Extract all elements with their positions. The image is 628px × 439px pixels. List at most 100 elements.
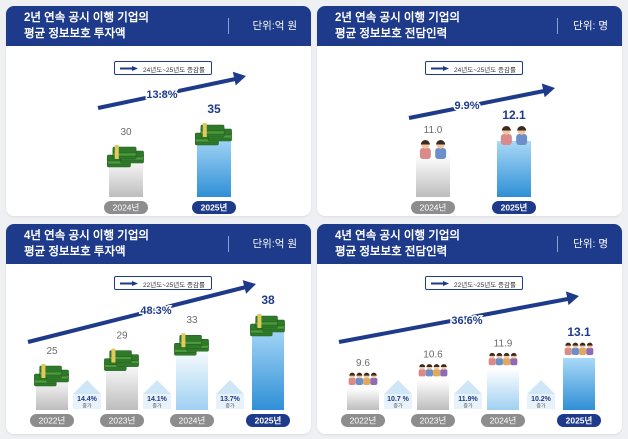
triangle-shape [384, 380, 412, 394]
legend-label: 22년도~25년도 증감률 [454, 282, 516, 289]
year-label: 2025년 [566, 416, 593, 426]
panel-4yr-staff: 4년 연속 공시 이행 기업의 평균 정보보호 전담인력 단위: 명 22년도~… [317, 224, 622, 434]
triangle-shape [527, 380, 555, 394]
yoy-value: 10.7 % [387, 396, 410, 403]
money-icon [250, 314, 285, 337]
money-icon [195, 123, 232, 146]
bar [252, 326, 284, 410]
yoy-increase-marker: 10.7 %증가 [384, 380, 412, 410]
yoy-increase-marker: 10.2%증가 [527, 380, 555, 410]
growth-arrow-line [408, 88, 550, 120]
yoy-box [384, 394, 412, 409]
year-pill [100, 414, 144, 427]
data-label: 35 [207, 102, 221, 116]
people-icon [348, 372, 378, 385]
yoy-box [216, 394, 244, 409]
triangle-shape [216, 380, 244, 394]
data-label: 10.6 [423, 349, 443, 360]
yoy-box [454, 394, 482, 409]
panel-4yr-investment: 4년 연속 공시 이행 기업의 평균 정보보호 투자액 단위:억 원 22년도~… [6, 224, 311, 434]
year-label: 2025년 [501, 203, 528, 213]
unit-label: 단위:억 원 [252, 20, 297, 32]
yoy-label: 증가 [463, 403, 473, 410]
year-label: 2024년 [113, 203, 140, 213]
title-line-2: 평균 정보보호 전담인력 [335, 246, 448, 258]
header-divider [557, 18, 558, 34]
year-pill [170, 414, 214, 427]
title-line-1: 4년 연속 공시 이행 기업의 [24, 230, 149, 242]
title-line-2: 평균 정보보호 전담인력 [335, 28, 448, 40]
year-label: 2023년 [420, 416, 447, 426]
year-label: 2022년 [39, 416, 66, 426]
yoy-label: 증가 [393, 403, 403, 410]
people-icon [419, 140, 447, 159]
panel-title: 4년 연속 공시 이행 기업의 평균 정보보호 전담인력 [335, 228, 535, 260]
year-pill [341, 414, 385, 427]
header-divider [228, 236, 229, 252]
arrow-icon [120, 66, 138, 71]
yoy-box [527, 394, 555, 409]
yoy-value: 11.9% [458, 396, 478, 403]
growth-arrow-line [97, 76, 241, 110]
chart-2yr-investment: 13.8% 30 2024년 35 2025년 [97, 71, 246, 214]
unit-label: 단위:억 원 [252, 238, 297, 250]
data-label: 12.1 [502, 108, 526, 122]
yoy-value: 14.1% [147, 396, 168, 403]
arrow-icon [431, 66, 449, 71]
growth-rate-label: 9.9% [454, 100, 479, 112]
year-label: 2025년 [201, 203, 228, 213]
panel-2yr-staff: 2년 연속 공시 이행 기업의 평균 정보보호 전담인력 단위: 명 24년도~… [317, 6, 622, 216]
arrow-icon [120, 281, 138, 286]
title-line-1: 2년 연속 공시 이행 기업의 [24, 12, 149, 24]
year-pill [246, 414, 290, 427]
legend-label: 22년도~25년도 증감률 [143, 282, 205, 289]
triangle-shape [73, 380, 101, 394]
year-pill [492, 201, 536, 214]
panel-title: 2년 연속 공시 이행 기업의 평균 정보보호 투자액 [24, 10, 224, 42]
bar [197, 135, 231, 197]
year-label: 2024년 [490, 416, 517, 426]
panel-header: 4년 연속 공시 이행 기업의 평균 정보보호 전담인력 단위: 명 [317, 224, 622, 264]
year-label: 2025년 [255, 416, 282, 426]
growth-arrow-line [27, 284, 251, 344]
yoy-increase-marker: 11.9%증가 [454, 380, 482, 410]
triangle-shape [454, 380, 482, 394]
people-icon [500, 126, 528, 145]
arrow-icon [431, 281, 449, 286]
yoy-increase-marker: 14.4%증가 [73, 380, 101, 410]
triangle-shape [143, 380, 171, 394]
panel-header: 4년 연속 공시 이행 기업의 평균 정보보호 투자액 단위:억 원 [6, 224, 311, 264]
panel-title: 4년 연속 공시 이행 기업의 평균 정보보호 투자액 [24, 228, 224, 260]
yoy-box [73, 394, 101, 409]
money-icon [174, 333, 209, 356]
bar [176, 345, 208, 410]
money-icon [34, 364, 69, 387]
growth-arrow-line [338, 296, 574, 344]
data-label: 11.0 [424, 125, 443, 136]
yoy-increase-marker: 14.1%증가 [143, 380, 171, 410]
bar [487, 368, 519, 410]
yoy-value: 10.2% [531, 396, 552, 403]
growth-arrow-head [565, 291, 579, 306]
yoy-label: 증가 [225, 403, 235, 410]
panel-title: 2년 연속 공시 이행 기업의 평균 정보보호 전담인력 [335, 10, 535, 42]
year-pill [411, 414, 455, 427]
unit-label: 단위: 명 [573, 238, 608, 250]
unit-label: 단위: 명 [573, 20, 608, 32]
panel-2yr-investment: 2년 연속 공시 이행 기업의 평균 정보보호 투자액 단위:억 원 24년도~… [6, 6, 311, 216]
money-icon [107, 145, 144, 168]
year-pill [192, 201, 236, 214]
bar [416, 155, 450, 197]
legend: 22년도~25년도 증감률 [114, 276, 212, 290]
title-line-2: 평균 정보보호 투자액 [24, 28, 126, 40]
growth-arrow-head [541, 83, 555, 98]
header-divider [228, 18, 229, 34]
data-label: 38 [261, 293, 275, 307]
bar [563, 358, 595, 410]
chart-4yr-staff: 36.6% 9.6 2022년 10.6 2023년 11.9 2024년 13.1 2025년… [338, 291, 601, 427]
year-label: 2022년 [350, 416, 377, 426]
data-label: 29 [116, 331, 128, 342]
data-label: 13.1 [567, 325, 591, 339]
legend: 24년도~25년도 증감률 [425, 61, 523, 75]
chart-2yr-staff: 9.9% 11.0 2024년 12.1 2025년 [408, 83, 555, 214]
